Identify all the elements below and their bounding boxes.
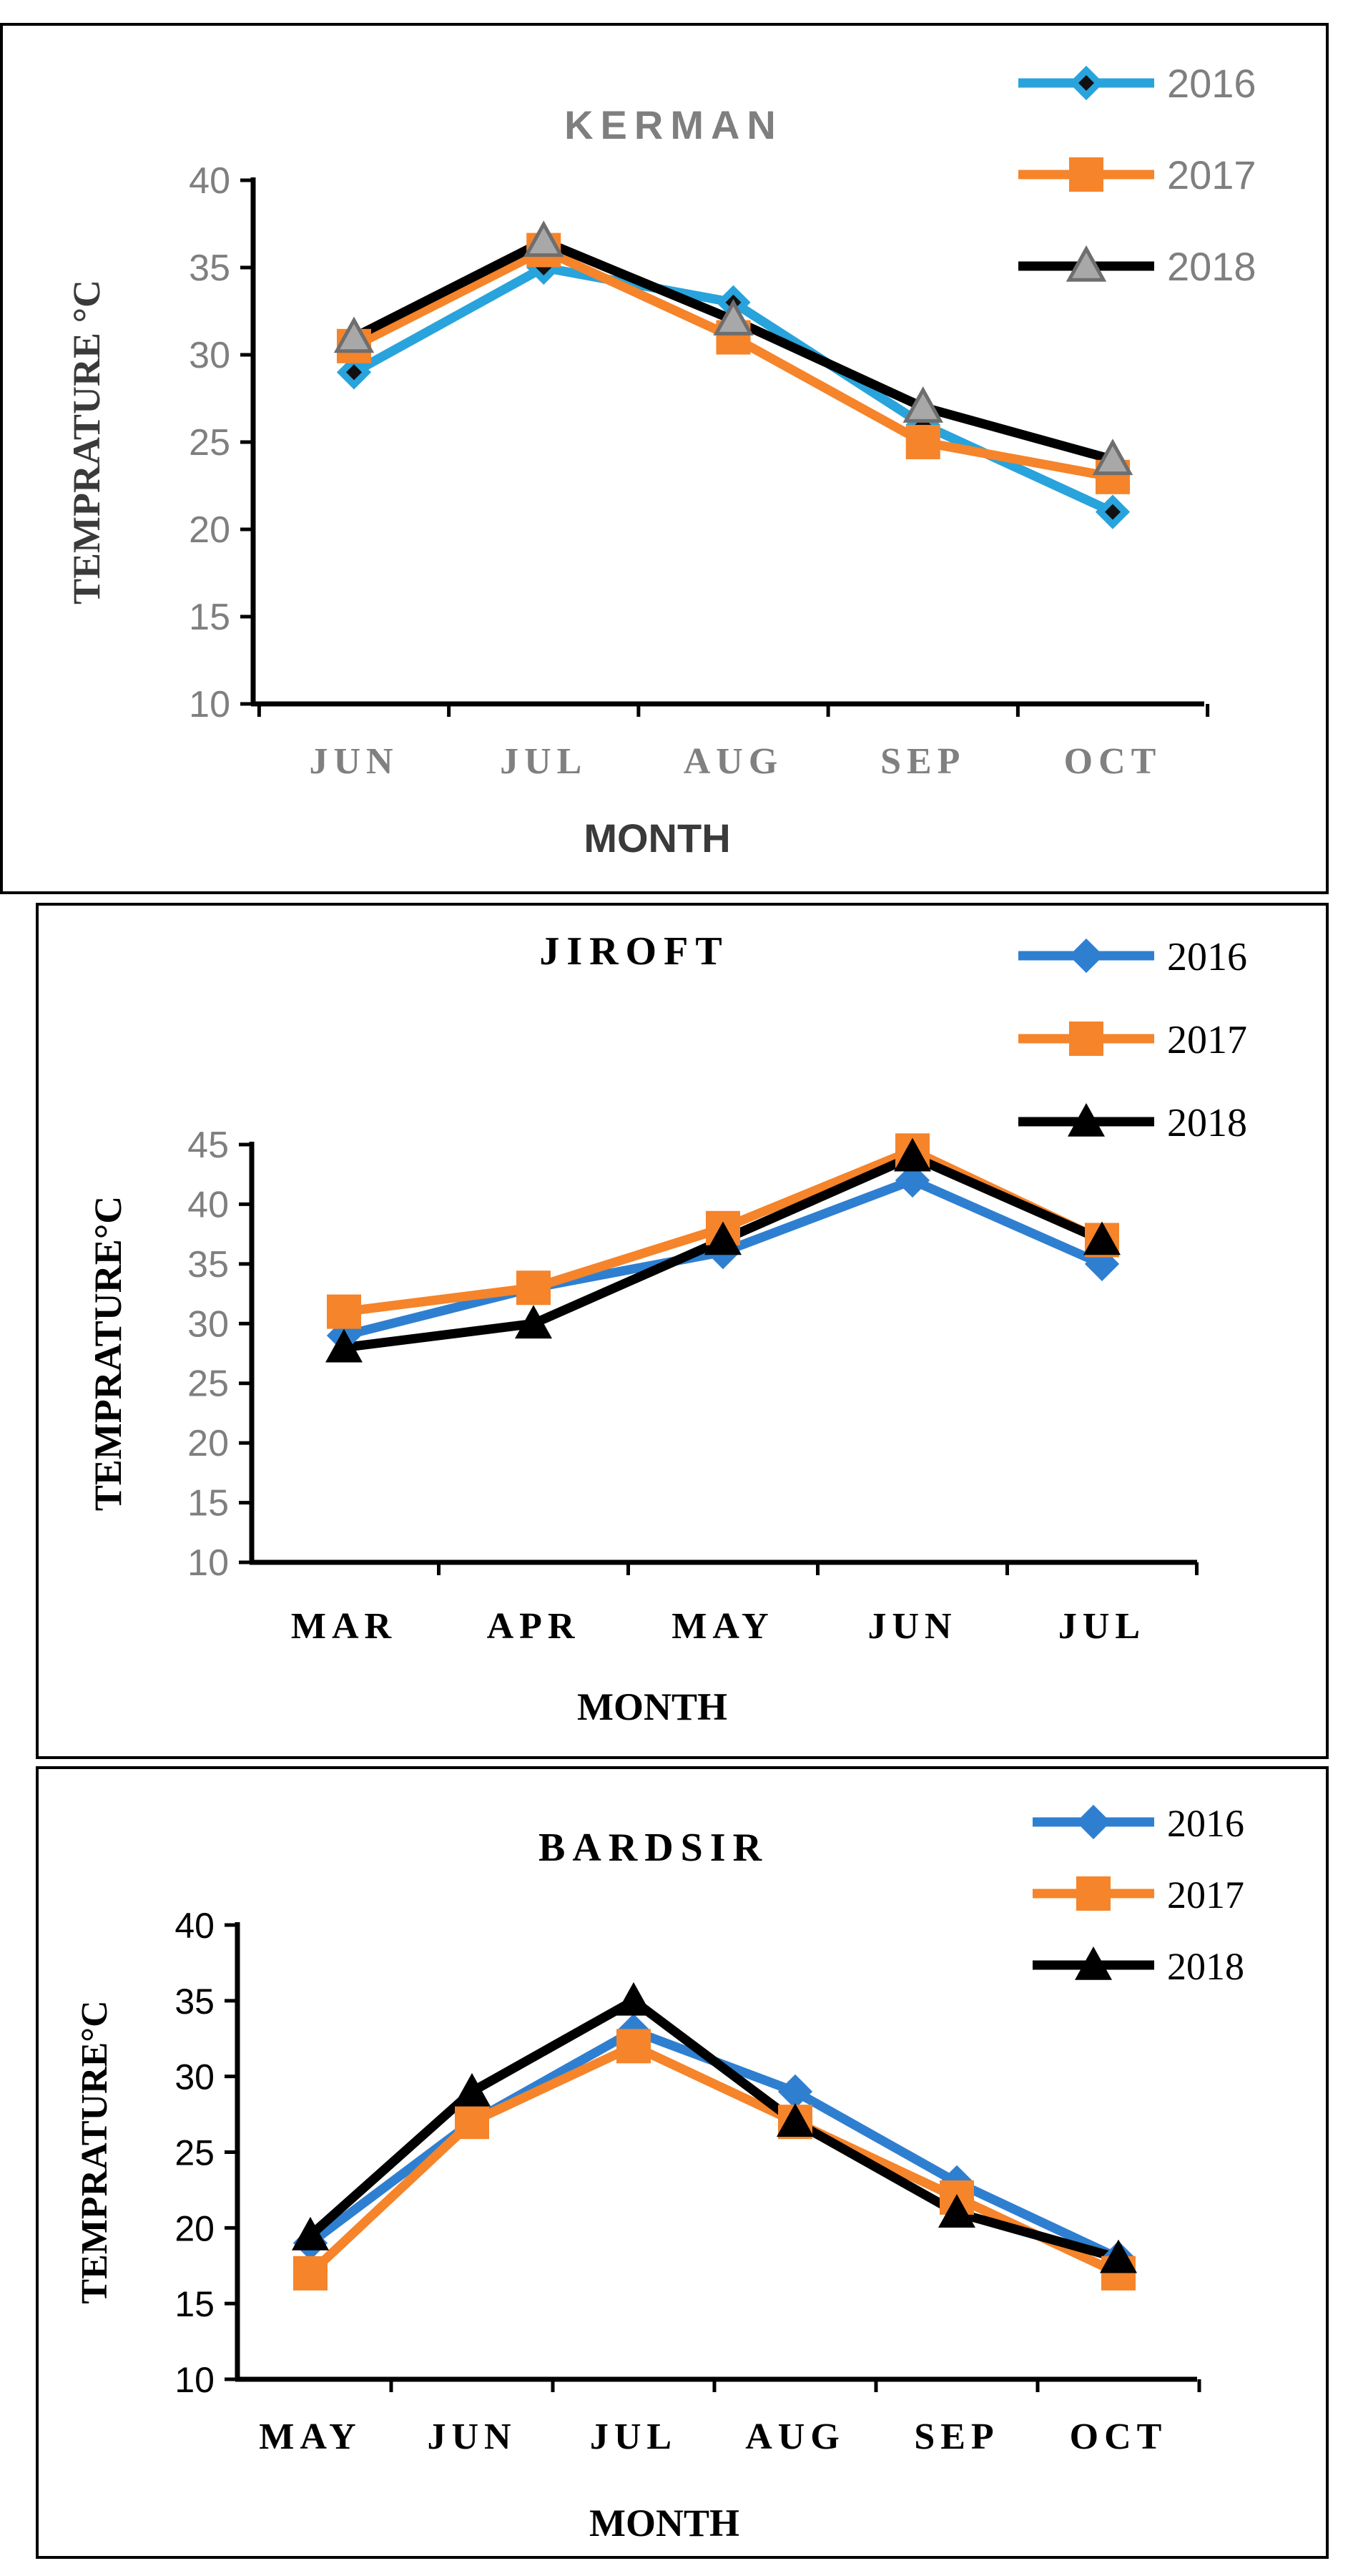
y-tick-label: 15 — [174, 2284, 215, 2324]
y-axis-label: TEMPRATURE°C — [74, 2000, 115, 2303]
data-point-2018 — [615, 1982, 652, 2016]
x-tick-label: JUL — [500, 741, 587, 782]
legend-marker — [1066, 245, 1107, 282]
data-point-2018 — [523, 220, 564, 258]
legend-marker — [1068, 1103, 1105, 1137]
chart-panel-jiroft: 10 15 20 25 30 35 40 45 MAR APR MAY JUN JUL JIROFT MON… — [36, 903, 1329, 1759]
y-tick-label: 35 — [174, 1982, 215, 2022]
y-tick-label: 25 — [189, 422, 230, 464]
data-point-2018 — [938, 2194, 975, 2228]
data-point-2018 — [777, 2103, 814, 2137]
data-point-2017 — [327, 1294, 361, 1329]
x-axis-label: MONTH — [584, 816, 730, 861]
data-point-2018 — [894, 1137, 931, 1172]
chart-bardsir: 10 15 20 25 30 35 40 MAY JUN JUL AUG SEP OCT BARDSIR M… — [74, 1802, 1244, 2545]
chart-kerman: 10 15 20 25 30 35 40 JUN JUL AUG SEP OCT KERMAN MONTH… — [65, 61, 1256, 861]
y-tick-label: 20 — [174, 2208, 215, 2248]
data-point-2018 — [325, 1328, 363, 1363]
legend-marker — [1068, 938, 1104, 974]
series-line-2017 — [305, 2041, 1123, 2278]
x-tick-label: MAY — [259, 2416, 361, 2457]
y-tick-label: 25 — [187, 1363, 229, 1405]
legend-label: 2017 — [1167, 1874, 1244, 1916]
legend-label: 2017 — [1167, 152, 1256, 197]
y-tick-label: 30 — [189, 335, 230, 376]
y-tick-label: 35 — [189, 248, 230, 289]
y-axis-label: TEMPRATURE°C — [87, 1196, 129, 1512]
legend-label: 2016 — [1167, 1802, 1244, 1845]
legend-marker-center — [1078, 75, 1094, 91]
legend-marker — [1076, 1804, 1111, 1840]
data-point-2017 — [293, 2256, 328, 2291]
y-tick-label: 40 — [174, 1906, 215, 1946]
data-point-2016 — [895, 1162, 930, 1198]
x-tick-label: OCT — [1070, 2416, 1168, 2457]
x-tick-label: MAY — [671, 1606, 774, 1647]
data-point-2018 — [333, 316, 375, 353]
legend-label: 2018 — [1167, 1945, 1244, 1988]
x-tick-label: JUN — [309, 741, 398, 782]
y-axis-label: TEMPRATURE °C — [65, 280, 108, 604]
y-tick-label: 30 — [174, 2057, 215, 2097]
chart-title: KERMAN — [564, 102, 783, 147]
legend-label: 2016 — [1167, 61, 1256, 106]
x-tick-label: JUL — [1058, 1606, 1146, 1647]
y-tick-label: 40 — [187, 1184, 229, 1225]
data-point-center — [346, 364, 362, 381]
data-point-2018 — [902, 386, 943, 423]
y-tick-label: 10 — [187, 1542, 229, 1584]
chart-panel-kerman: 10 15 20 25 30 35 40 JUN JUL AUG SEP OCT KERMAN MONTH… — [0, 23, 1329, 894]
chart-title: BARDSIR — [538, 1826, 769, 1870]
y-tick-label: 40 — [189, 160, 230, 202]
y-tick-label: 10 — [174, 2360, 215, 2400]
y-tick-label: 30 — [187, 1303, 229, 1345]
x-tick-label: JUL — [590, 2416, 677, 2457]
x-tick-label: JUN — [867, 1606, 957, 1647]
data-point-2018 — [704, 1221, 742, 1255]
data-point-2017 — [905, 425, 940, 459]
data-point-center — [1105, 504, 1121, 520]
legend-marker — [1075, 1946, 1112, 1980]
data-point-2018 — [1100, 2239, 1137, 2273]
data-point-2017 — [455, 2105, 489, 2140]
data-point-2017 — [616, 2029, 651, 2064]
legend-label: 2016 — [1167, 935, 1247, 979]
legend-marker — [1076, 1876, 1111, 1911]
chart-jiroft: 10 15 20 25 30 35 40 45 MAR APR MAY JUN JUL JIROFT MON… — [87, 929, 1247, 1728]
data-point-2018 — [453, 2072, 491, 2107]
y-tick-label: 10 — [189, 684, 230, 725]
x-axis-label: MONTH — [589, 2502, 739, 2545]
x-tick-label: SEP — [914, 2416, 999, 2457]
data-point-2018 — [1092, 439, 1133, 476]
y-tick-label: 15 — [187, 1483, 229, 1524]
data-point-2018 — [515, 1305, 552, 1339]
data-point-2017 — [516, 1270, 551, 1306]
x-tick-label: JUN — [427, 2416, 516, 2457]
y-tick-label: 35 — [187, 1244, 229, 1285]
x-tick-label: AUG — [745, 2416, 845, 2457]
data-point-2018 — [713, 299, 754, 336]
legend-label: 2018 — [1167, 244, 1256, 289]
y-tick-label: 20 — [189, 509, 230, 551]
x-tick-label: MAR — [291, 1606, 397, 1647]
y-tick-label: 25 — [174, 2133, 215, 2173]
x-tick-label: AUG — [684, 741, 784, 782]
chart-title: JIROFT — [539, 929, 729, 974]
y-tick-label: 20 — [187, 1423, 229, 1464]
legend-marker — [1069, 1022, 1103, 1056]
legend-marker — [1069, 157, 1103, 192]
x-tick-label: APR — [487, 1606, 581, 1647]
y-tick-label: 45 — [187, 1125, 229, 1166]
data-point-2018 — [292, 2216, 329, 2251]
x-tick-label: SEP — [880, 741, 965, 782]
data-point-2018 — [1083, 1221, 1121, 1255]
series-line-2018 — [305, 1996, 1123, 2263]
x-tick-label: OCT — [1064, 741, 1162, 782]
legend-label: 2018 — [1167, 1101, 1247, 1145]
chart-panel-bardsir: 10 15 20 25 30 35 40 MAY JUN JUL AUG SEP OCT BARDSIR M… — [36, 1766, 1329, 2559]
y-tick-label: 15 — [189, 597, 230, 638]
legend-label: 2017 — [1167, 1018, 1247, 1062]
x-axis-label: MONTH — [577, 1685, 727, 1728]
